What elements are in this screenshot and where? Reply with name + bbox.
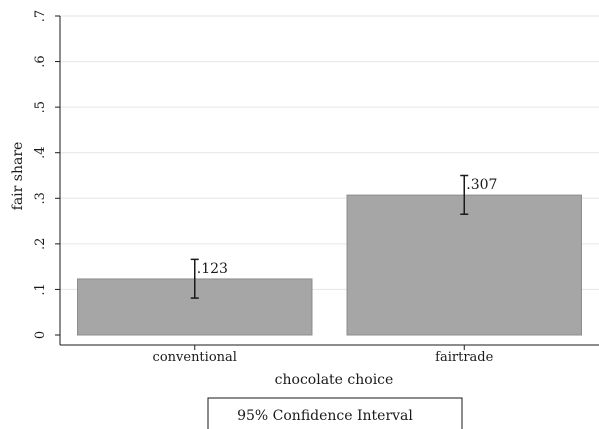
- y-axis-title: fair share: [10, 142, 26, 211]
- y-ticks: 0 .1 .2 .3 .4 .5 .6 .7: [33, 10, 60, 339]
- legend-label: 95% Confidence Interval: [237, 408, 413, 424]
- y-tick-label: .3: [33, 192, 48, 204]
- x-tick-label: conventional: [153, 350, 237, 365]
- x-tick-label: fairtrade: [435, 350, 493, 365]
- x-ticks: conventional fairtrade: [153, 345, 494, 365]
- error-bar: [190, 258, 199, 299]
- grid-lines: [60, 15, 599, 290]
- x-axis-title: chocolate choice: [275, 372, 394, 388]
- axes: [59, 16, 599, 346]
- error-bars: [190, 174, 469, 299]
- bar: [346, 194, 582, 336]
- data-label: .123: [197, 261, 228, 277]
- y-tick-label: .2: [33, 238, 48, 250]
- y-tick-label: .1: [33, 283, 48, 295]
- y-tick-label: .5: [33, 101, 48, 113]
- y-tick-label: 0: [33, 331, 48, 339]
- y-tick-label: .6: [33, 55, 48, 67]
- legend: 95% Confidence Interval: [207, 397, 463, 429]
- bars: [77, 194, 582, 336]
- data-labels: .123 .307: [197, 177, 498, 277]
- legend-box: [207, 397, 463, 429]
- error-bar: [460, 174, 469, 215]
- y-tick-label: .4: [33, 147, 48, 159]
- data-label: .307: [466, 177, 497, 193]
- y-tick-label: .7: [33, 10, 48, 22]
